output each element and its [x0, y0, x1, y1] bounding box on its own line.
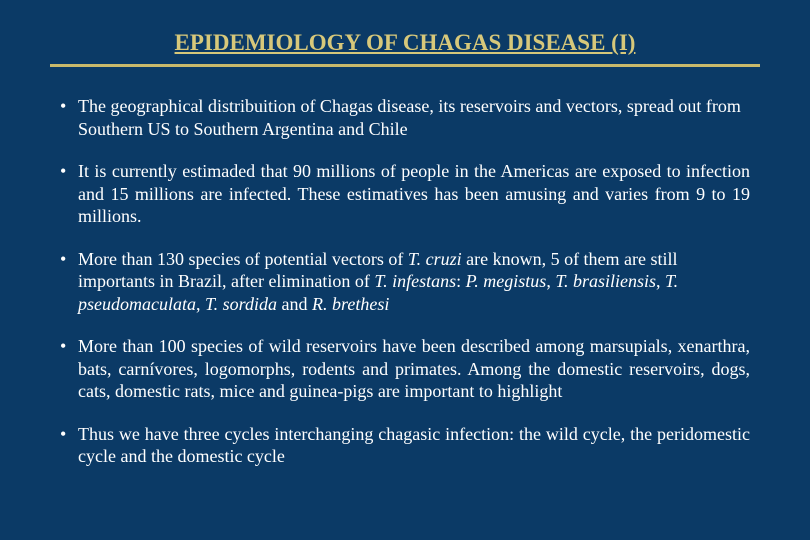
species-name: T. infestans — [374, 271, 456, 291]
text-run: , — [546, 271, 555, 291]
species-name: T. brasiliensis — [555, 271, 656, 291]
bullet-item: It is currently estimaded that 90 millio… — [60, 160, 750, 228]
bullet-item: The geographical distribuition of Chagas… — [60, 95, 750, 140]
bullet-item: More than 130 species of potential vecto… — [60, 248, 750, 316]
species-name: P. megistus — [466, 271, 547, 291]
text-run: and — [277, 294, 312, 314]
species-name: R. brethesi — [312, 294, 389, 314]
text-run: , — [196, 294, 205, 314]
bullet-item: Thus we have three cycles interchanging … — [60, 423, 750, 468]
species-name: T. sordida — [205, 294, 277, 314]
text-run: , — [656, 271, 665, 291]
bullet-item: More than 100 species of wild reservoirs… — [60, 335, 750, 403]
text-run: : — [456, 271, 466, 291]
slide-title: EPIDEMIOLOGY OF CHAGAS DISEASE (I) — [50, 30, 760, 67]
species-name: T. cruzi — [408, 249, 462, 269]
slide: EPIDEMIOLOGY OF CHAGAS DISEASE (I) The g… — [0, 0, 810, 540]
text-run: More than 130 species of potential vecto… — [78, 249, 408, 269]
bullet-list: The geographical distribuition of Chagas… — [50, 95, 760, 468]
